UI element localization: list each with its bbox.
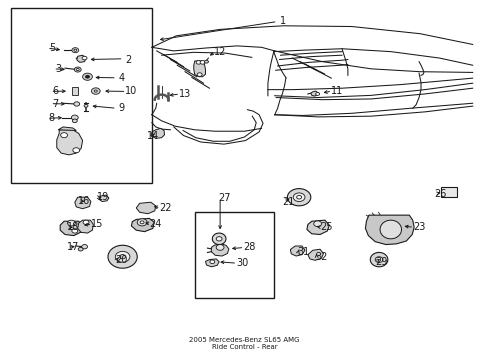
Circle shape	[313, 221, 321, 226]
Text: 22: 22	[159, 203, 171, 213]
Text: 12: 12	[213, 46, 226, 57]
Circle shape	[72, 119, 77, 123]
Circle shape	[85, 75, 89, 78]
Circle shape	[315, 93, 319, 95]
Polygon shape	[310, 91, 317, 96]
Text: 21: 21	[282, 197, 294, 207]
Polygon shape	[131, 219, 154, 231]
Circle shape	[61, 133, 67, 138]
Bar	[72, 87, 78, 95]
Polygon shape	[306, 220, 329, 234]
Polygon shape	[99, 195, 109, 202]
Text: 13: 13	[179, 89, 191, 99]
Text: 26: 26	[433, 189, 446, 199]
Text: 3: 3	[55, 64, 61, 74]
Circle shape	[293, 193, 305, 202]
Bar	[11, 8, 152, 183]
Text: 2005 Mercedes-Benz SL65 AMG
Ride Control - Rear: 2005 Mercedes-Benz SL65 AMG Ride Control…	[189, 337, 299, 350]
Polygon shape	[290, 246, 305, 256]
Bar	[441, 187, 456, 197]
Text: 16: 16	[78, 196, 90, 206]
Text: 20: 20	[115, 255, 127, 265]
Circle shape	[76, 68, 79, 71]
Polygon shape	[60, 221, 82, 235]
Polygon shape	[136, 202, 156, 214]
Text: 5: 5	[49, 43, 55, 53]
Circle shape	[209, 260, 214, 264]
Circle shape	[196, 60, 201, 64]
Polygon shape	[369, 252, 387, 267]
Bar	[194, 212, 273, 298]
Polygon shape	[212, 233, 225, 244]
Polygon shape	[108, 245, 137, 268]
Text: 31: 31	[296, 247, 308, 257]
Polygon shape	[205, 259, 219, 267]
Circle shape	[140, 221, 144, 224]
Text: 24: 24	[149, 219, 162, 229]
Text: 27: 27	[218, 193, 231, 203]
Circle shape	[200, 60, 204, 64]
Text: 28: 28	[243, 242, 255, 252]
Text: 32: 32	[315, 252, 327, 262]
Circle shape	[72, 48, 79, 53]
Circle shape	[73, 148, 80, 153]
Text: 11: 11	[330, 86, 343, 96]
Circle shape	[385, 226, 395, 233]
Polygon shape	[365, 215, 413, 244]
Circle shape	[74, 67, 81, 72]
Circle shape	[81, 244, 87, 249]
Text: 17: 17	[66, 242, 79, 252]
Circle shape	[296, 195, 301, 199]
Text: 18: 18	[66, 222, 79, 232]
Text: 10: 10	[125, 86, 137, 96]
Circle shape	[91, 88, 100, 94]
Text: 30: 30	[235, 258, 248, 268]
Circle shape	[67, 220, 75, 226]
Polygon shape	[77, 55, 86, 62]
Circle shape	[94, 90, 97, 92]
Circle shape	[197, 73, 202, 76]
Circle shape	[71, 115, 78, 120]
Circle shape	[84, 104, 88, 107]
Circle shape	[216, 237, 222, 241]
Circle shape	[82, 56, 87, 60]
Text: 9: 9	[118, 103, 124, 113]
Text: 1: 1	[279, 17, 285, 27]
Circle shape	[216, 244, 224, 250]
Polygon shape	[152, 129, 164, 138]
Polygon shape	[211, 244, 228, 256]
Circle shape	[120, 255, 125, 259]
Polygon shape	[307, 249, 323, 260]
Text: 2: 2	[125, 54, 131, 64]
Circle shape	[374, 257, 382, 262]
Circle shape	[204, 60, 208, 63]
Polygon shape	[75, 197, 91, 209]
Text: 29: 29	[374, 257, 386, 267]
Circle shape	[72, 229, 78, 233]
Polygon shape	[58, 127, 76, 131]
Circle shape	[115, 251, 130, 262]
Circle shape	[83, 220, 89, 225]
Circle shape	[74, 102, 80, 106]
Circle shape	[74, 49, 77, 51]
Polygon shape	[57, 130, 82, 155]
Circle shape	[137, 219, 147, 226]
Text: 8: 8	[49, 113, 55, 123]
Polygon shape	[379, 220, 401, 239]
Text: 6: 6	[52, 86, 58, 96]
Polygon shape	[78, 220, 93, 233]
Text: 19: 19	[97, 192, 109, 202]
Text: 4: 4	[118, 73, 124, 83]
Text: 14: 14	[146, 131, 159, 141]
Text: 23: 23	[412, 222, 425, 232]
Text: 25: 25	[320, 222, 332, 232]
Polygon shape	[287, 189, 310, 206]
Polygon shape	[193, 61, 205, 77]
Circle shape	[82, 73, 92, 80]
Circle shape	[78, 247, 83, 251]
Text: 15: 15	[91, 219, 103, 229]
Text: 7: 7	[52, 99, 58, 109]
